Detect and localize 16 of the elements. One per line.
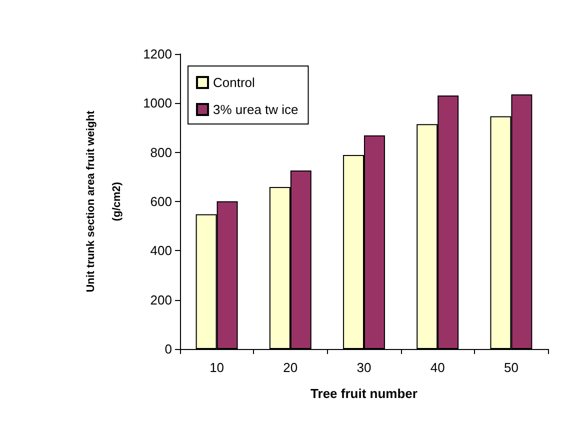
y-tick-label: 400 bbox=[150, 243, 172, 258]
legend-label: Control bbox=[213, 75, 256, 90]
y-tick-label: 200 bbox=[150, 292, 172, 308]
y-tick-label: 1000 bbox=[143, 96, 172, 111]
x-tick-label: 30 bbox=[356, 360, 372, 375]
y-tick-label: 600 bbox=[150, 194, 172, 209]
x-tick-label: 40 bbox=[430, 360, 445, 375]
x-tick-label: 50 bbox=[504, 360, 518, 375]
x-axis-title: Tree fruit number bbox=[310, 386, 418, 401]
x-tick-label: 20 bbox=[283, 360, 298, 375]
y-tick-label: 1200 bbox=[143, 46, 172, 62]
x-tick-label: 10 bbox=[210, 360, 224, 375]
y-tick-label: 0 bbox=[164, 342, 172, 356]
text: Unit trunk section area fruit weight (g/cm2) bbox=[85, 110, 123, 292]
legend-label: 3% urea tw ice bbox=[213, 102, 298, 117]
y-tick-label: 800 bbox=[150, 144, 172, 160]
